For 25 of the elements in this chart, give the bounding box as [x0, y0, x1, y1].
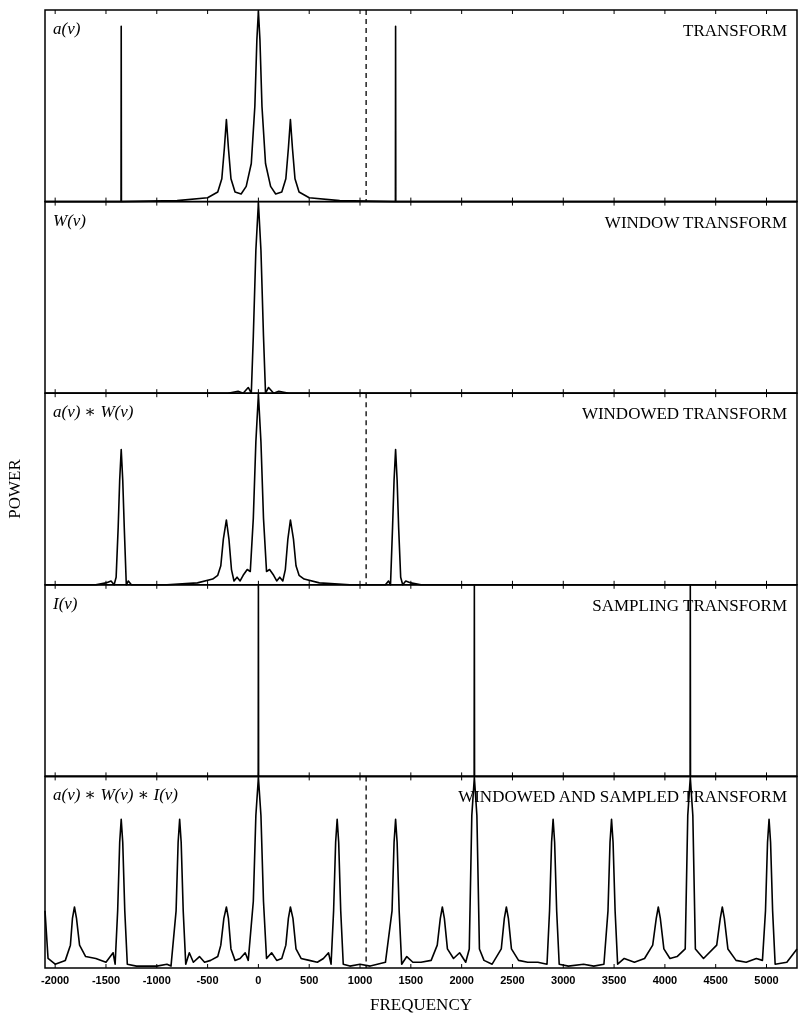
x-tick-label: 4500 [703, 974, 728, 986]
x-tick-label: 500 [300, 974, 319, 986]
x-tick-label: 2500 [500, 974, 525, 986]
x-tick-label: 4000 [652, 974, 678, 986]
text: TRANSFORM [683, 21, 787, 40]
text: WINDOWED TRANSFORM [581, 404, 787, 424]
x-axis-title: FREQUENCY [369, 995, 473, 1014]
annotation: a(ν) ∗ W(ν) [53, 402, 134, 422]
text: WINDOW TRANSFORM [604, 212, 787, 232]
x-tick-label: -1000 [142, 974, 171, 986]
x-tick-label: -1500 [91, 974, 121, 986]
x-tick-label: 3000 [551, 974, 576, 986]
x-tick-label: 1500 [398, 974, 424, 986]
annotation: I(ν) [52, 593, 78, 613]
x-tick-label: 5000 [754, 974, 779, 986]
annotation: a(ν) ∗ W(ν) ∗ I(ν) [53, 785, 179, 805]
x-tick-label: 0 [255, 974, 262, 986]
y-axis-title: POWER [5, 458, 24, 519]
x-tick-label: 2000 [449, 974, 474, 986]
annotation: a(ν) [53, 19, 81, 38]
x-tick-label: 3500 [601, 974, 627, 986]
x-tick-label: -500 [196, 974, 219, 986]
x-tick-label: 1000 [347, 974, 373, 986]
annotation: W(ν) [53, 210, 87, 230]
x-tick-label: -2000 [41, 974, 70, 986]
